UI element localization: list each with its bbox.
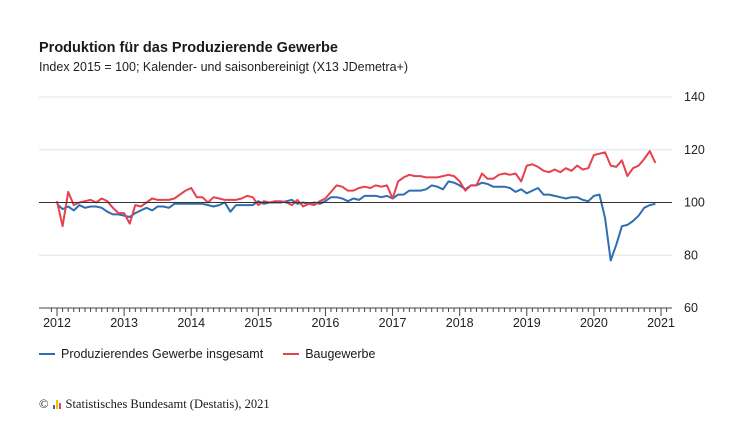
legend-swatch-blue: [39, 353, 55, 355]
x-tick-label: 2021: [647, 316, 675, 330]
x-tick-label: 2012: [43, 316, 71, 330]
y-tick-label: 60: [684, 301, 698, 315]
x-tick-label: 2013: [110, 316, 138, 330]
y-tick-label: 100: [684, 196, 705, 210]
legend-item-baugewerbe[interactable]: Baugewerbe: [283, 347, 375, 361]
x-tick-label: 2014: [177, 316, 205, 330]
chart-title: Produktion für das Produzierende Gewerbe: [39, 40, 338, 56]
copyright-symbol: ©: [39, 397, 49, 411]
y-tick-label: 140: [684, 90, 705, 104]
x-tick-label: 2017: [379, 316, 407, 330]
legend-item-produzierendes-gewerbe[interactable]: Produzierendes Gewerbe insgesamt: [39, 347, 263, 361]
y-tick-label: 80: [684, 248, 698, 262]
series-line-produzierendes-gewerbe: [56, 180, 656, 262]
source-note: © Statistisches Bundesamt (Destatis), 20…: [39, 397, 270, 412]
destatis-logo-icon: [52, 400, 62, 409]
chart-subtitle: Index 2015 = 100; Kalender- und saisonbe…: [39, 60, 408, 74]
x-tick-label: 2018: [446, 316, 474, 330]
series-line-baugewerbe: [56, 150, 657, 228]
source-text: Statistisches Bundesamt (Destatis), 2021: [65, 397, 270, 411]
legend-swatch-red: [283, 353, 300, 355]
y-tick-label: 120: [684, 143, 705, 157]
legend-label: Baugewerbe: [305, 347, 376, 361]
x-tick-label: 2019: [513, 316, 541, 330]
x-tick-label: 2015: [244, 316, 272, 330]
legend-label: Produzierendes Gewerbe insgesamt: [61, 347, 264, 361]
chart-legend: Produzierendes Gewerbe insgesamt Baugewe…: [39, 347, 395, 361]
x-tick-label: 2020: [580, 316, 608, 330]
x-tick-label: 2016: [312, 316, 340, 330]
